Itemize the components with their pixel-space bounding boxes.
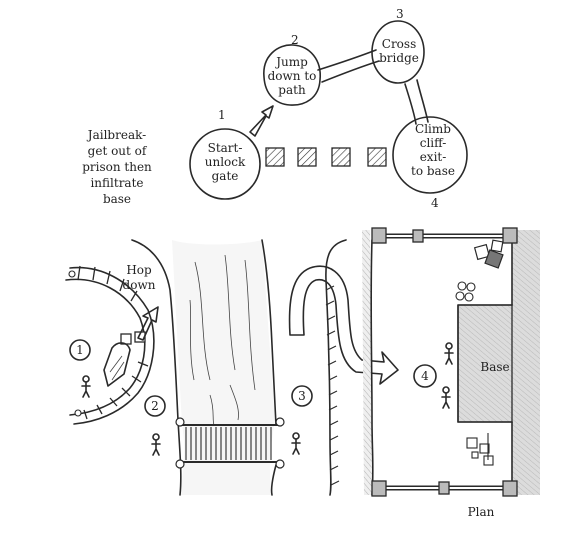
barrels-icon <box>455 281 476 302</box>
flow-node-1-label: Start-unlock gate <box>205 141 246 183</box>
connector-bridge-2-3 <box>317 49 380 83</box>
path-block <box>331 147 351 167</box>
chasm: 2 <box>131 239 277 496</box>
text-line: infiltrate <box>90 176 143 190</box>
text-line: exit- <box>420 150 447 164</box>
enemy-figure-icon <box>444 342 454 365</box>
flow-node-2-number: 2 <box>291 33 299 47</box>
text-line: get out of <box>88 144 148 158</box>
map-marker-1: 1 <box>76 343 84 357</box>
text-line: Climb <box>415 122 451 136</box>
flow-node-4: 4 Climb cliff-exit-to base <box>392 116 468 210</box>
text-line: Jump <box>274 55 308 69</box>
flow-node-2: 2 Jump down to path <box>263 33 321 106</box>
dashed-path-1-4 <box>265 147 387 167</box>
connector-climb-3-4 <box>404 79 429 125</box>
flow-node-1-number: 1 <box>218 108 226 122</box>
enemy-figure-icon <box>441 386 451 409</box>
map-marker-4: 4 <box>421 369 429 383</box>
text-line: cliff- <box>420 136 447 150</box>
flow-node-1: 1 Start-unlock gate <box>189 108 261 200</box>
base-compound: 4 Base <box>371 227 540 497</box>
enemy-figure-icon <box>151 433 161 456</box>
level-map: 1 Hop down 2 <box>65 227 540 519</box>
map-marker-3: 3 <box>298 389 306 403</box>
hop-down-label: Hop down <box>123 263 156 292</box>
flow-node-4-label: Climb cliff-exit-to base <box>411 122 455 178</box>
text-line: bridge <box>379 51 419 65</box>
arrow-1-2 <box>249 105 274 137</box>
flow-node-3-label: Cross bridge <box>379 37 419 65</box>
plan-label: Plan <box>468 505 495 519</box>
text-line: prison then <box>82 160 152 174</box>
flow-node-2-label: Jump down to path <box>268 55 317 97</box>
flow-node-3-number: 3 <box>396 7 404 21</box>
text-line: Jailbreak- <box>86 128 146 142</box>
path-block <box>367 147 387 167</box>
text-line: Start- <box>208 141 243 155</box>
text-line: unlock <box>205 155 246 169</box>
text-line: down <box>123 278 156 292</box>
flow-node-4-number: 4 <box>431 196 439 210</box>
flow-node-3: 3 Cross bridge <box>371 7 425 84</box>
enemy-figure-icon <box>291 432 301 455</box>
flow-diagram: Jailbreak-get out of prison then infiltrat… <box>82 7 468 210</box>
path-block <box>297 147 317 167</box>
base-label: Base <box>480 360 509 374</box>
boxes-icon <box>466 433 494 466</box>
text-line: base <box>103 192 131 206</box>
text-line: to base <box>411 164 455 178</box>
text-line: Hop <box>126 263 152 277</box>
map-marker-2: 2 <box>151 399 159 413</box>
diagram-caption: Jailbreak-get out of prison then infiltrat… <box>82 128 152 206</box>
prison-area: 1 <box>65 265 155 425</box>
cliff-path: 3 <box>288 239 399 496</box>
text-line: down to <box>268 69 317 83</box>
text-line: Cross <box>382 37 416 51</box>
hop-down-callout: Hop down <box>123 263 159 341</box>
cliff-wall <box>362 230 374 496</box>
path-block <box>265 147 285 167</box>
text-line: gate <box>212 169 239 183</box>
player-figure-icon <box>81 375 91 398</box>
bridge <box>175 417 285 469</box>
crates-icon <box>473 239 504 269</box>
text-line: path <box>278 83 306 97</box>
